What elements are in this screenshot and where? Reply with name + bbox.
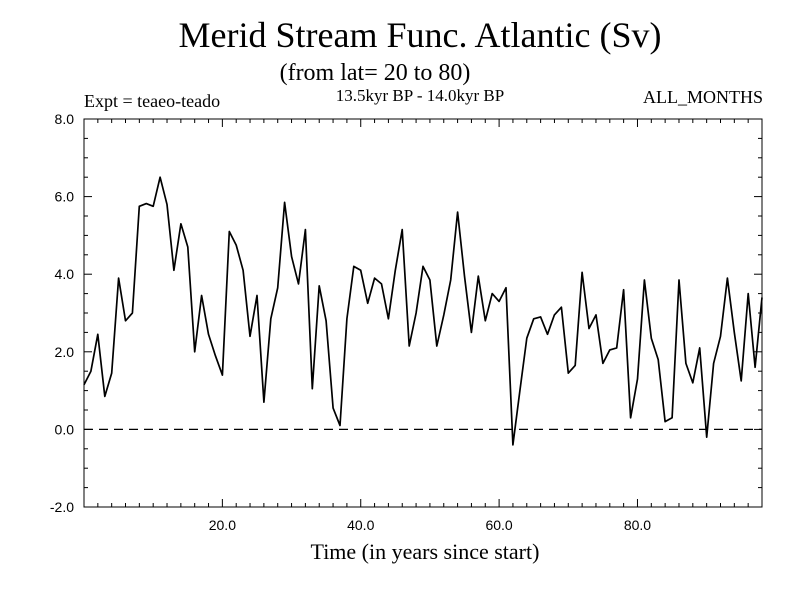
y-tick-label: -2.0 <box>50 499 74 515</box>
x-axis-label: Time (in years since start) <box>310 539 540 564</box>
plot-frame <box>83 118 763 508</box>
axis-ticks <box>83 118 763 508</box>
chart-subtitle: (from lat= 20 to 80) <box>279 60 471 86</box>
y-tick-label: 4.0 <box>55 266 75 282</box>
x-tick-label: 80.0 <box>624 517 651 533</box>
chart-title: Merid Stream Func. Atlantic (Sv) <box>178 15 662 55</box>
experiment-label: Expt = teaeo-teado <box>84 91 221 111</box>
y-tick-label: 0.0 <box>55 421 75 437</box>
plot-axes <box>83 118 763 508</box>
y-tick-label: 6.0 <box>55 189 75 205</box>
x-tick-label: 60.0 <box>485 517 512 533</box>
months-label: ALL_MONTHS <box>643 87 763 107</box>
y-tick-label: 8.0 <box>55 111 75 127</box>
tick-labels: -2.0 0.0 2.0 4.0 6.0 8.0 20.0 40.0 60.0 80.0 <box>50 111 651 533</box>
x-tick-label: 20.0 <box>209 517 236 533</box>
plot-area <box>83 176 763 446</box>
period-label: 13.5kyr BP - 14.0kyr BP <box>335 86 505 105</box>
x-tick-label: 40.0 <box>347 517 374 533</box>
y-tick-label: 2.0 <box>55 344 75 360</box>
series-line <box>83 176 763 446</box>
